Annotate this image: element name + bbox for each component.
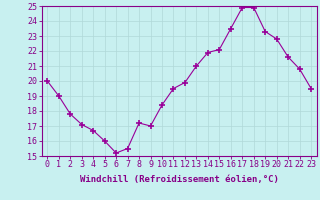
X-axis label: Windchill (Refroidissement éolien,°C): Windchill (Refroidissement éolien,°C) [80,175,279,184]
